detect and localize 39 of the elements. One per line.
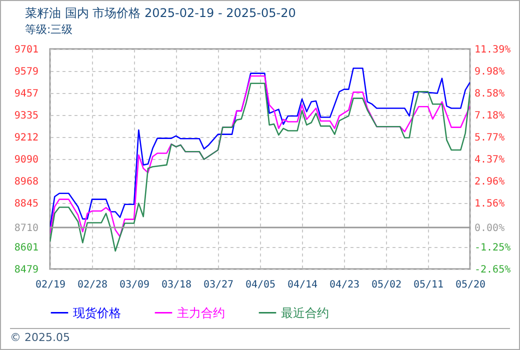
x-tick-label: 05/02	[371, 280, 402, 290]
legend-label: 最近合约	[281, 306, 329, 320]
y-tick-label: 9457	[14, 88, 38, 100]
legend-label: 主力合约	[177, 306, 225, 320]
legend-label: 现货价格	[73, 306, 121, 320]
y-tick-label: 8601	[14, 242, 38, 254]
y2-tick-label: 9.98%	[474, 66, 505, 78]
y2-tick-label: 2.96%	[474, 176, 505, 188]
y2-tick-label: -1.25%	[474, 242, 511, 254]
y2-tick-label: 4.37%	[474, 154, 505, 166]
y-tick-label: 8968	[14, 176, 38, 188]
text: © 2025.05	[10, 331, 70, 344]
y2-tick-label: 8.58%	[474, 88, 505, 100]
x-tick-label: 03/09	[119, 280, 150, 290]
y2-tick-label: 0.00%	[474, 222, 505, 234]
y-tick-label: 8845	[14, 198, 38, 210]
x-tick-label: 02/19	[35, 280, 66, 290]
x-tick-label: 02/28	[77, 280, 108, 290]
x-tick-label: 04/14	[287, 280, 318, 290]
x-tick-label: 04/05	[245, 280, 276, 290]
y-tick-label: 9090	[14, 154, 38, 166]
y-tick-label: 8479	[14, 264, 38, 276]
y-tick-label: 9335	[14, 110, 38, 122]
y2-tick-label: 11.39%	[474, 44, 511, 56]
y2-tick-label: 7.18%	[474, 110, 505, 122]
chart-subtitle: 等级:三级	[25, 23, 73, 36]
y2-tick-label: 5.77%	[474, 132, 505, 144]
y-tick-label: 8710	[14, 222, 38, 234]
y-tick-label: 9701	[14, 44, 38, 56]
x-tick-label: 05/11	[413, 280, 444, 290]
y2-tick-label: -2.65%	[474, 264, 511, 276]
y-tick-label: 9212	[14, 132, 38, 144]
y2-tick-label: 1.56%	[474, 198, 505, 210]
chart-title: 菜籽油 国内 市场价格 2025-02-19 - 2025-05-20	[25, 6, 296, 20]
x-tick-label: 03/27	[203, 280, 234, 290]
x-tick-label: 03/18	[161, 280, 192, 290]
y-tick-label: 9579	[14, 66, 38, 78]
x-tick-label: 04/23	[329, 280, 360, 290]
x-tick-label: 05/20	[455, 280, 486, 290]
